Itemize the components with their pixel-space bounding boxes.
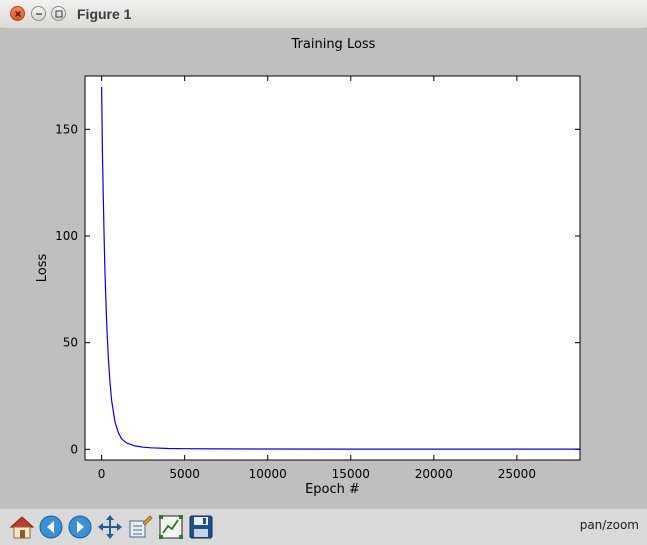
loss-series-line bbox=[101, 86, 580, 450]
figure-canvas[interactable]: Training Loss Epoch # Loss 0 5000 10000 15000 2… bbox=[4, 28, 643, 508]
x-tick-label: 0 bbox=[98, 467, 106, 481]
zoom-to-rect-button[interactable] bbox=[157, 513, 185, 541]
home-button[interactable] bbox=[8, 513, 36, 541]
status-text: pan/zoom bbox=[579, 518, 639, 532]
close-button[interactable] bbox=[10, 6, 25, 21]
x-tick-label: 10000 bbox=[249, 467, 287, 481]
plot-frame bbox=[84, 75, 581, 461]
back-icon bbox=[39, 515, 63, 539]
minimize-icon bbox=[36, 13, 42, 15]
maximize-icon bbox=[55, 10, 63, 18]
close-icon bbox=[14, 10, 22, 18]
forward-icon bbox=[68, 515, 92, 539]
subplots-icon bbox=[129, 515, 153, 538]
y-tick-label: 0 bbox=[70, 442, 78, 456]
save-icon bbox=[189, 515, 213, 539]
save-button[interactable] bbox=[187, 513, 215, 541]
y-tick-label: 50 bbox=[63, 336, 78, 350]
forward-button[interactable] bbox=[66, 513, 94, 541]
x-tick-label: 20000 bbox=[415, 467, 453, 481]
pan-icon bbox=[98, 515, 122, 539]
home-icon bbox=[9, 516, 35, 539]
y-tick-label: 150 bbox=[55, 122, 78, 136]
pan-button[interactable] bbox=[96, 513, 124, 541]
chart-title: Training Loss bbox=[291, 37, 376, 52]
x-tick-label: 25000 bbox=[498, 467, 536, 481]
loss-chart[interactable]: Training Loss Epoch # Loss 0 5000 10000 15000 2… bbox=[4, 28, 643, 508]
y-axis-label: Loss bbox=[35, 254, 50, 283]
maximize-button[interactable] bbox=[51, 6, 66, 21]
plot-area[interactable] bbox=[85, 76, 580, 460]
navigation-toolbar: pan/zoom bbox=[0, 508, 647, 545]
x-axis-label: Epoch # bbox=[305, 482, 360, 497]
y-tick-label: 100 bbox=[55, 229, 78, 243]
x-tick-label: 5000 bbox=[169, 467, 200, 481]
window-title: Figure 1 bbox=[77, 6, 132, 22]
subplots-button[interactable] bbox=[126, 513, 154, 541]
back-button[interactable] bbox=[37, 513, 65, 541]
minimize-button[interactable] bbox=[31, 6, 46, 21]
x-tick-label: 15000 bbox=[332, 467, 370, 481]
title-bar[interactable]: Figure 1 bbox=[0, 0, 647, 29]
zoom-to-rect-icon bbox=[159, 515, 183, 539]
